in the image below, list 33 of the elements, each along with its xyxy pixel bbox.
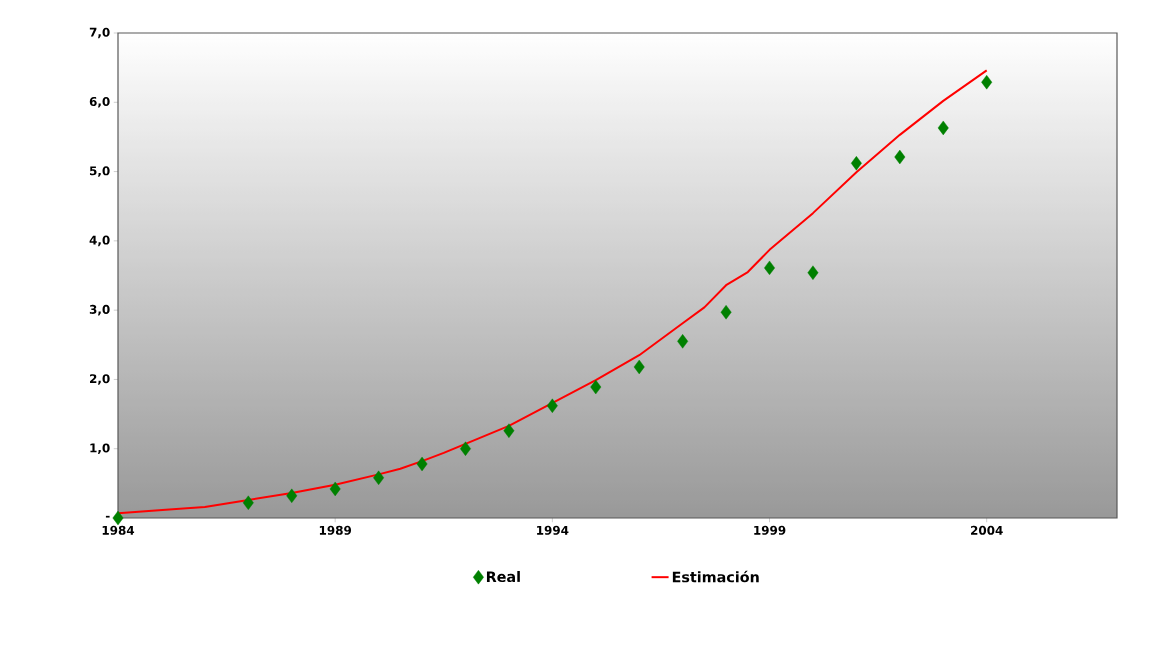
point xyxy=(894,149,906,165)
point xyxy=(503,423,515,438)
point xyxy=(329,481,341,497)
y-tick-label: 5,0 xyxy=(89,166,110,177)
x-tick-label: 1994 xyxy=(537,525,569,535)
point xyxy=(720,305,732,320)
y-tick-label: 7,0 xyxy=(89,27,110,39)
point xyxy=(590,379,602,395)
point xyxy=(937,120,949,136)
point xyxy=(242,495,254,510)
point xyxy=(416,456,428,472)
point xyxy=(112,510,124,526)
y-tick-label: 4,0 xyxy=(89,235,110,247)
legend-label: Estimación xyxy=(672,570,759,583)
point xyxy=(981,75,993,90)
point xyxy=(677,334,689,349)
point xyxy=(633,359,645,375)
y-tick-label: 1,0 xyxy=(90,443,110,454)
point xyxy=(286,488,298,503)
legend-label: Real xyxy=(486,570,520,583)
point xyxy=(460,441,471,456)
y-tick-label: - xyxy=(105,515,110,518)
x-tick-label: 1989 xyxy=(319,525,352,535)
x-tick-label: 2004 xyxy=(971,525,1003,535)
point xyxy=(850,156,862,171)
point xyxy=(373,470,385,485)
x-tick-label: 1999 xyxy=(754,525,786,535)
y-tick-label: 2,0 xyxy=(90,374,110,385)
point xyxy=(807,265,819,280)
point xyxy=(546,398,558,413)
y-tick-label: 6,0 xyxy=(89,97,110,108)
x-tick-label: 1984 xyxy=(102,525,135,535)
y-tick-label: 3,0 xyxy=(89,304,110,316)
